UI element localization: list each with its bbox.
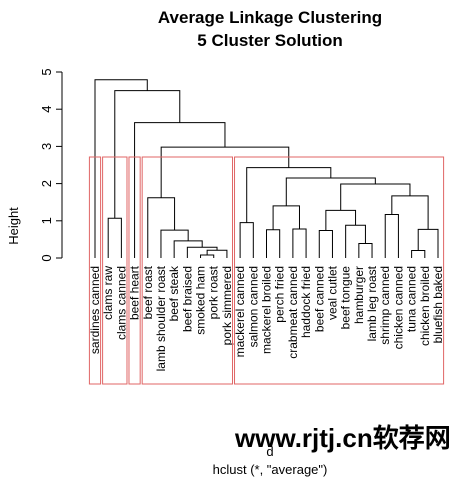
leaf-labels: sardines canned clams raw clams canned beef… [88, 265, 445, 371]
watermark-text: www.rjtj.cn软荐网 [234, 423, 451, 453]
leaf-label: lamb leg roast [365, 265, 379, 341]
leaf-label: bluefish baked [431, 266, 445, 343]
y-tick-label: 2 [39, 180, 54, 187]
dendrogram-branch [239, 222, 254, 258]
leaf-label: mackerel broiled [260, 266, 274, 354]
dendrogram-branch [384, 213, 399, 258]
leaf-label: beef steak [167, 265, 181, 321]
dendrogram-branch [325, 209, 357, 231]
leaf-label: lamb shoulder roast [154, 265, 168, 371]
cluster-boxes [88, 156, 445, 385]
dendrogram-branch [417, 228, 439, 258]
y-axis: 0 1 2 3 4 5 [39, 68, 63, 262]
dendrogram-branch [173, 240, 203, 258]
leaf-label: chicken broiled [418, 266, 432, 346]
y-tick-label: 1 [39, 217, 54, 224]
cluster-box [141, 156, 234, 385]
leaf-label: tuna canned [405, 266, 419, 332]
dendrogram-branch [200, 254, 215, 258]
y-tick-label: 3 [39, 143, 54, 150]
dendrogram-branch [246, 167, 332, 223]
dendrogram-branch [285, 177, 376, 206]
leaf-label: sardines canned [88, 266, 102, 354]
leaf-label: mackerel canned [233, 266, 247, 357]
leaf-label: clams canned [114, 266, 128, 340]
x-axis-label: d [266, 444, 273, 459]
leaf-label: beef canned [312, 266, 326, 332]
dendrogram-branch [186, 246, 218, 258]
chart-subtitle: 5 Cluster Solution [197, 31, 342, 50]
cluster-box [128, 156, 141, 385]
leaf-label: pork roast [207, 265, 221, 319]
dendrogram-branch [358, 242, 373, 258]
dendrogram-branch [107, 217, 122, 258]
leaf-label: perch fried [273, 266, 287, 323]
dendrogram-branch [340, 183, 411, 211]
dendrogram-branch [411, 250, 426, 258]
dendrogram-branch [345, 224, 366, 258]
dendrogram-branch [272, 205, 300, 230]
leaf-label: smoked ham [194, 266, 208, 335]
y-axis-label: Height [6, 207, 21, 245]
dendrogram-branch [318, 229, 333, 258]
dendrogram-branch [266, 229, 281, 258]
leaf-label: chicken canned [391, 266, 405, 349]
leaf-label: hamburger [352, 266, 366, 324]
leaf-label: clams raw [101, 266, 115, 320]
cluster-box [88, 156, 102, 385]
dendrogram-branch [206, 249, 228, 258]
leaf-label: shrimp canned [378, 266, 392, 345]
y-tick-label: 5 [39, 68, 54, 75]
leaf-label: beef heart [128, 265, 142, 320]
leaf-label: pork simmered [220, 266, 234, 345]
dendrogram-branch [94, 79, 148, 258]
leaf-label: beef braised [180, 266, 194, 332]
dendrogram-branch [292, 228, 307, 258]
dendrogram-tree [94, 79, 439, 258]
cluster-box [102, 156, 128, 385]
leaf-label: haddock fried [299, 266, 313, 338]
leaf-label: beef tongue [339, 266, 353, 330]
y-tick-label: 4 [39, 106, 54, 113]
y-tick-label: 0 [39, 254, 54, 261]
dendrogram-branch [160, 146, 290, 198]
hclust-sub-label: hclust (*, "average") [213, 462, 328, 477]
leaf-label: veal cutlet [325, 265, 339, 320]
chart-title: Average Linkage Clustering [158, 8, 382, 27]
leaf-label: crabmeat canned [286, 266, 300, 359]
dendrogram-branch [391, 195, 429, 230]
cluster-box [234, 156, 445, 385]
leaf-label: beef roast [141, 265, 155, 319]
leaf-label: salmon canned [246, 266, 260, 347]
